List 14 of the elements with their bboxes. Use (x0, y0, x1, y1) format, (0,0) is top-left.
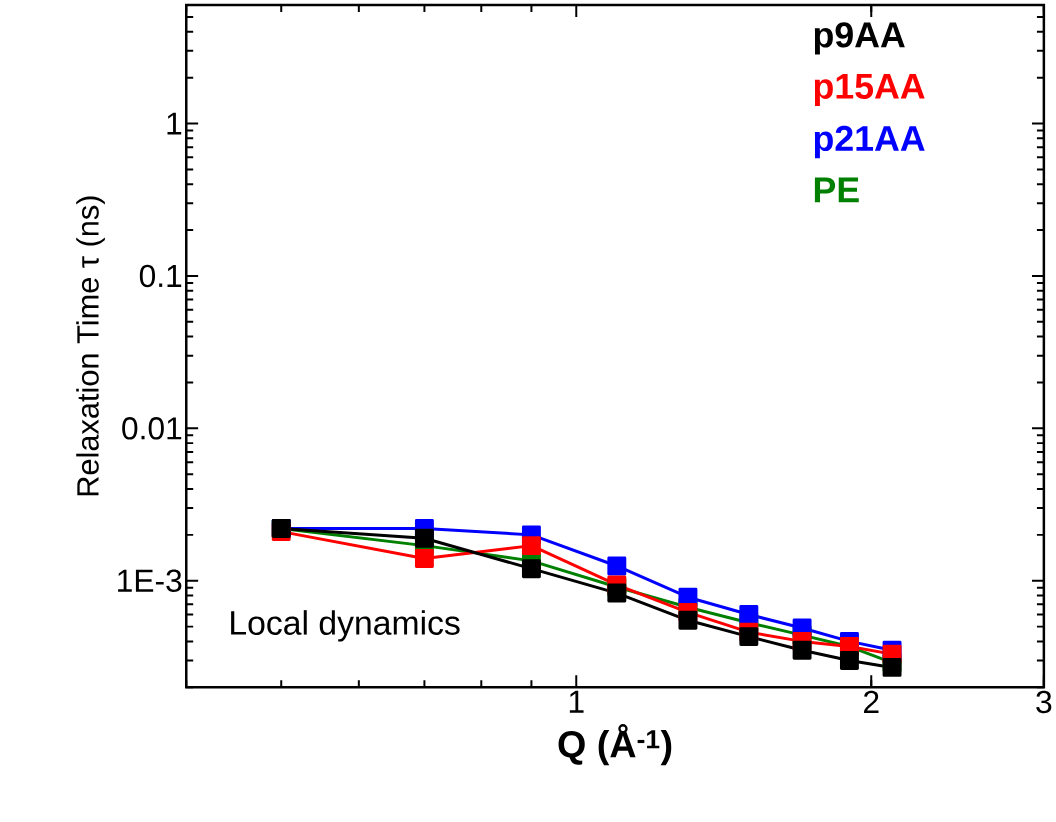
x-axis-title: Q (Å$^{-1}$) (558, 724, 672, 766)
y-tick-label: 0.01 (122, 417, 182, 440)
annotation: Local dynamics (231, 610, 460, 642)
x-tick-label: 3 (1036, 690, 1052, 714)
text: PE (814, 177, 859, 203)
y-axis-title: Relaxation Time τ (ns) (76, 196, 105, 496)
y-tick-label: 1E-3 (118, 569, 182, 593)
y-tick-label: 0.1 (139, 264, 182, 288)
text: p15AA (814, 74, 925, 107)
x-tick-label: 2 (864, 690, 879, 714)
text: p21AA (814, 125, 925, 159)
legend-label: p9AA (814, 22, 905, 55)
x-tick-label: 1 (569, 690, 584, 713)
y-tick-label: 1 (167, 112, 182, 135)
